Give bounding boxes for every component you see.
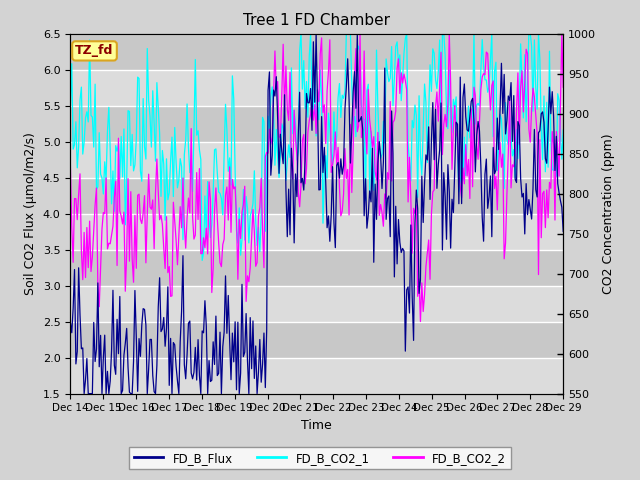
FD_B_CO2_2	[534, 272, 542, 277]
Line: FD_B_Flux: FD_B_Flux	[70, 34, 563, 394]
FD_B_Flux	[215, 371, 223, 376]
FD_B_Flux	[67, 319, 74, 325]
FD_B_CO2_2	[127, 189, 134, 194]
Text: TZ_fd: TZ_fd	[76, 44, 114, 58]
FD_B_CO2_1	[239, 187, 247, 192]
Bar	[70, 178, 563, 214]
Bar	[70, 250, 563, 286]
FD_B_CO2_1	[534, 31, 542, 36]
Line: FD_B_CO2_2: FD_B_CO2_2	[70, 34, 563, 322]
FD_B_CO2_1	[215, 189, 223, 195]
FD_B_CO2_1	[127, 163, 134, 168]
FD_B_CO2_2	[238, 209, 246, 215]
FD_B_CO2_2	[445, 31, 453, 36]
FD_B_Flux	[284, 234, 291, 240]
FD_B_Flux	[559, 228, 567, 234]
FD_B_CO2_1	[67, 104, 74, 110]
Y-axis label: Soil CO2 Flux (μmol/m2/s): Soil CO2 Flux (μmol/m2/s)	[24, 132, 37, 295]
FD_B_Flux	[129, 391, 136, 396]
Bar	[70, 70, 563, 106]
Bar	[70, 34, 563, 70]
Bar	[70, 214, 563, 250]
FD_B_CO2_2	[67, 163, 74, 168]
FD_B_CO2_2	[282, 63, 290, 69]
Bar	[70, 142, 563, 178]
FD_B_CO2_1	[198, 257, 206, 263]
FD_B_Flux	[312, 31, 320, 36]
FD_B_CO2_2	[417, 319, 424, 324]
Bar	[70, 358, 563, 394]
FD_B_Flux	[231, 319, 239, 324]
FD_B_CO2_1	[297, 31, 305, 36]
FD_B_CO2_1	[559, 127, 567, 133]
FD_B_CO2_1	[284, 158, 291, 164]
X-axis label: Time: Time	[301, 419, 332, 432]
Title: Tree 1 FD Chamber: Tree 1 FD Chamber	[243, 13, 390, 28]
FD_B_CO2_1	[231, 168, 239, 174]
Bar	[70, 286, 563, 322]
Bar	[70, 322, 563, 358]
FD_B_Flux	[239, 354, 247, 360]
Y-axis label: CO2 Concentration (ppm): CO2 Concentration (ppm)	[602, 133, 614, 294]
Bar	[70, 106, 563, 142]
FD_B_Flux	[534, 130, 542, 135]
FD_B_CO2_2	[230, 186, 237, 192]
Legend: FD_B_Flux, FD_B_CO2_1, FD_B_CO2_2: FD_B_Flux, FD_B_CO2_1, FD_B_CO2_2	[129, 447, 511, 469]
FD_B_CO2_2	[213, 216, 221, 221]
Line: FD_B_CO2_1: FD_B_CO2_1	[70, 34, 563, 260]
FD_B_Flux	[80, 391, 88, 396]
FD_B_CO2_2	[559, 84, 567, 90]
